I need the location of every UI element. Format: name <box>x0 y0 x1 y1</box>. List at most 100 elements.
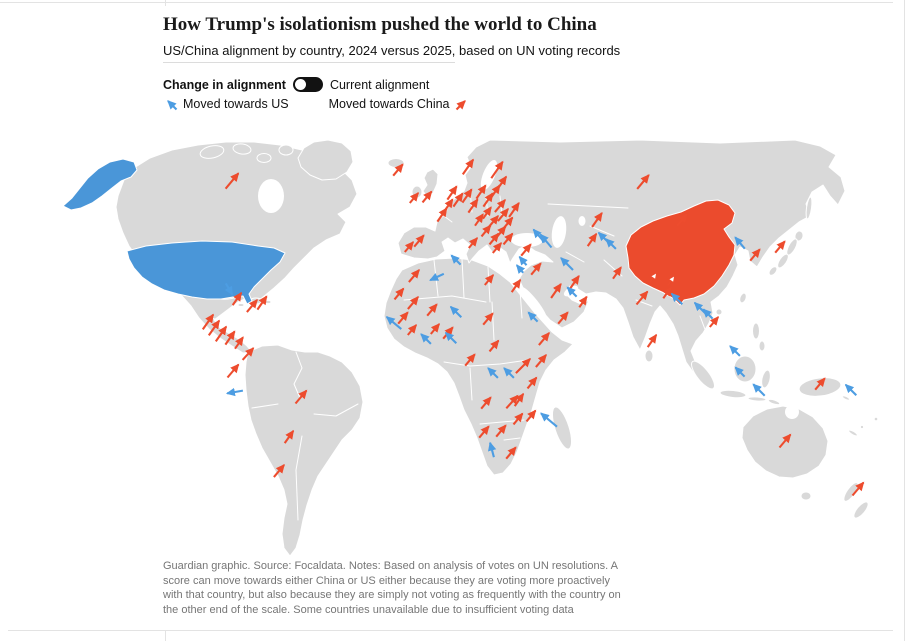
alignment-arrow-us <box>385 316 402 330</box>
landmass-south-america <box>244 344 364 557</box>
header-divider <box>163 62 455 63</box>
alignment-arrow-china <box>676 213 688 227</box>
alignment-arrow-us <box>488 441 497 458</box>
alignment-arrow-china <box>226 363 240 379</box>
island-java <box>719 389 747 399</box>
alignment-arrow-us <box>224 282 234 296</box>
island-jamaica <box>237 303 245 307</box>
alignment-arrow-china <box>662 286 672 299</box>
toggle-label-change: Change in alignment <box>163 77 286 92</box>
alignment-arrow-us <box>734 366 746 378</box>
alignment-arrow-china <box>421 190 433 204</box>
alignment-arrow-china <box>408 192 420 204</box>
alignment-arrow-us <box>729 345 741 357</box>
alignment-arrow-china <box>495 424 507 438</box>
alignment-arrow-china <box>538 331 550 346</box>
alignment-arrow-china <box>231 291 243 306</box>
island-nz-north <box>843 482 859 502</box>
island-luzon <box>752 322 760 340</box>
alignment-arrow-china <box>512 412 524 426</box>
alignment-arrow-china <box>491 242 503 254</box>
alignment-arrow-us <box>752 383 766 397</box>
legend-item-china: Moved towards China <box>329 96 470 111</box>
alignment-arrow-china <box>413 234 425 248</box>
alignment-arrow-china <box>234 336 244 350</box>
sea-baltic <box>480 159 498 191</box>
arctic-island <box>278 144 294 156</box>
island-ireland <box>411 185 423 199</box>
alignment-arrow-china <box>446 185 458 201</box>
alignment-arrow-china <box>201 313 215 331</box>
alignment-arrow-us <box>503 367 515 379</box>
island-sulawesi <box>761 369 771 389</box>
alignment-arrow-china <box>502 232 514 246</box>
alignment-arrow-china <box>224 172 240 190</box>
alignment-arrow-china <box>591 212 603 228</box>
page-subtitle: US/China alignment by country, 2024 vers… <box>163 42 621 58</box>
alignment-arrow-china <box>578 295 588 308</box>
alignment-arrow-china <box>246 298 258 313</box>
alignment-arrow-china <box>478 425 490 439</box>
island-puerto-rico <box>264 299 272 305</box>
arctic-island <box>199 145 225 159</box>
alignment-arrow-china <box>461 158 475 176</box>
alignment-arrow-china <box>510 278 522 293</box>
alignment-arrow-china <box>426 303 438 317</box>
alignment-arrow-china <box>452 192 464 208</box>
landmass-greenland <box>297 139 354 181</box>
island-new-guinea <box>798 377 842 397</box>
alignment-arrow-us <box>487 367 499 379</box>
bottom-column-rule <box>165 630 166 641</box>
alignment-arrow-china <box>214 325 228 343</box>
sea-red <box>521 287 547 319</box>
alignment-arrow-china <box>474 213 484 227</box>
alignment-arrow-china <box>489 184 501 200</box>
source-note: Guardian graphic. Source: Focaldata. Not… <box>163 560 621 616</box>
alignment-arrow-china <box>526 376 538 390</box>
alignment-arrow-us <box>670 292 684 306</box>
alignment-arrow-china <box>646 333 658 348</box>
alignment-arrow-china <box>515 358 531 374</box>
alignment-arrow-china <box>224 330 236 346</box>
alignment-toggle[interactable] <box>292 77 323 92</box>
alignment-arrow-china <box>392 163 404 177</box>
moved-towards-us-arrow-icon <box>167 100 178 111</box>
alignment-arrow-china <box>505 446 517 460</box>
country-united-states-alaska[interactable] <box>62 158 138 211</box>
alignment-arrow-china <box>667 276 675 287</box>
alignment-arrow-china <box>283 429 295 444</box>
alignment-arrow-china <box>483 274 495 286</box>
alignment-arrow-china <box>508 202 520 218</box>
island-new-caledonia <box>848 429 858 437</box>
alignment-arrow-us <box>560 257 574 271</box>
alignment-arrow-us <box>449 305 463 319</box>
alignment-arrow-china <box>708 316 720 328</box>
toggle-label-current: Current alignment <box>329 77 430 92</box>
alignment-arrow-china <box>429 323 441 335</box>
alignment-arrow-us <box>518 255 528 266</box>
alignment-arrow-china <box>490 160 504 179</box>
arctic-island <box>256 153 272 163</box>
alignment-arrow-china <box>649 273 657 284</box>
legend-china-label: Moved towards China <box>328 96 450 111</box>
island-solomon <box>841 395 851 401</box>
sea-caspian <box>551 216 567 248</box>
alignment-arrow-china <box>778 433 792 449</box>
alignment-arrow-china <box>774 240 786 254</box>
top-column-rule <box>165 0 166 6</box>
island-timor <box>767 398 781 406</box>
legend-us-label: Moved towards US <box>183 96 289 111</box>
island-lesser-sunda <box>747 396 767 402</box>
island-kyushu <box>768 266 778 276</box>
alignment-arrow-us <box>844 383 858 397</box>
island-vanuatu <box>859 424 865 430</box>
alignment-arrow-china <box>525 409 537 423</box>
toggle-knob <box>294 79 306 90</box>
island-tasmania <box>800 491 812 501</box>
bottom-rule <box>8 630 893 631</box>
moved-towards-china-arrow-icon <box>455 100 466 111</box>
alignment-arrow-china <box>557 311 569 325</box>
alignment-arrow-china <box>520 243 532 257</box>
alignment-arrow-china <box>475 184 487 200</box>
